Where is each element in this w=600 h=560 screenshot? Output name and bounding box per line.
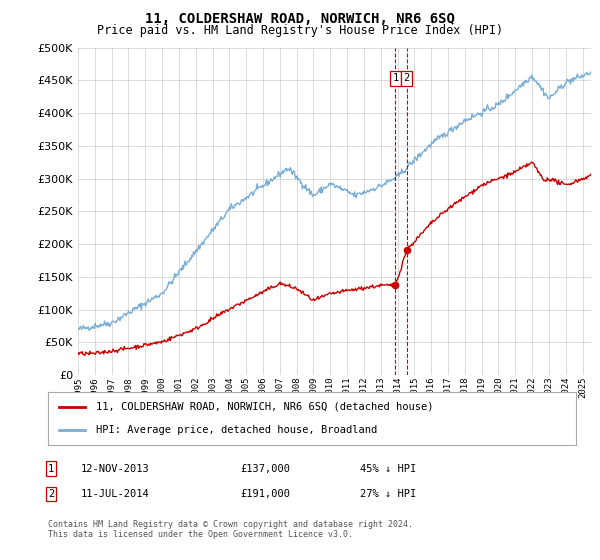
Text: £137,000: £137,000 bbox=[240, 464, 290, 474]
Text: HPI: Average price, detached house, Broadland: HPI: Average price, detached house, Broa… bbox=[95, 425, 377, 435]
Text: Contains HM Land Registry data © Crown copyright and database right 2024.
This d: Contains HM Land Registry data © Crown c… bbox=[48, 520, 413, 539]
Text: 2: 2 bbox=[404, 73, 410, 83]
Text: £191,000: £191,000 bbox=[240, 489, 290, 499]
Text: 45% ↓ HPI: 45% ↓ HPI bbox=[360, 464, 416, 474]
Text: 12-NOV-2013: 12-NOV-2013 bbox=[81, 464, 150, 474]
Text: 1: 1 bbox=[48, 464, 54, 474]
Text: 11-JUL-2014: 11-JUL-2014 bbox=[81, 489, 150, 499]
Text: 11, COLDERSHAW ROAD, NORWICH, NR6 6SQ: 11, COLDERSHAW ROAD, NORWICH, NR6 6SQ bbox=[145, 12, 455, 26]
Text: 27% ↓ HPI: 27% ↓ HPI bbox=[360, 489, 416, 499]
Text: 11, COLDERSHAW ROAD, NORWICH, NR6 6SQ (detached house): 11, COLDERSHAW ROAD, NORWICH, NR6 6SQ (d… bbox=[95, 402, 433, 412]
Text: 1: 1 bbox=[392, 73, 398, 83]
Text: Price paid vs. HM Land Registry's House Price Index (HPI): Price paid vs. HM Land Registry's House … bbox=[97, 24, 503, 37]
Text: 2: 2 bbox=[48, 489, 54, 499]
